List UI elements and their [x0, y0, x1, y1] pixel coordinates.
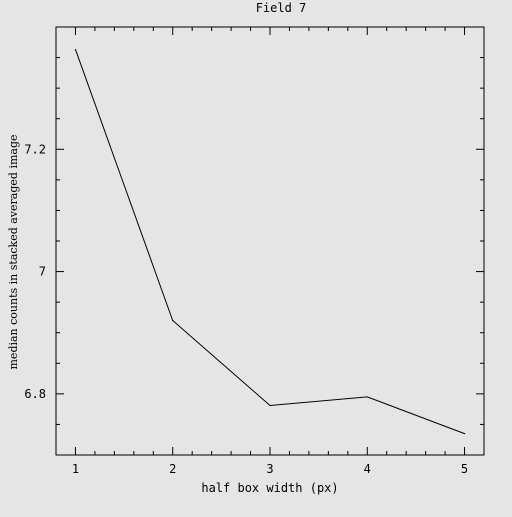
x-tick-label: 4	[364, 462, 371, 476]
x-tick-label: 3	[266, 462, 273, 476]
y-tick-label: 7.2	[24, 142, 46, 156]
series-group	[74, 49, 466, 435]
x-tick-label: 2	[169, 462, 176, 476]
x-tick-label: 1	[72, 462, 79, 476]
y-axis-ticks	[56, 57, 484, 425]
y-tick-label: 6.8	[24, 387, 46, 401]
plot-frame	[55, 26, 485, 456]
series-line	[75, 49, 465, 435]
x-axis-label: half box width (px)	[201, 481, 338, 495]
x-tick-label: 5	[461, 462, 468, 476]
x-axis-ticks	[74, 27, 466, 455]
y-axis-tick-labels: 6.8 7 7.2	[24, 142, 46, 401]
data-point	[366, 396, 368, 398]
data-point	[74, 49, 77, 51]
data-point	[463, 433, 466, 435]
y-axis-label: median counts in stacked averaged image	[7, 135, 20, 370]
data-point	[269, 404, 271, 407]
chart-title: Field 7	[256, 1, 307, 15]
x-axis-tick-labels: 1 2 3 4 5	[72, 462, 468, 476]
data-point	[172, 319, 174, 322]
y-tick-label: 7	[39, 265, 46, 279]
